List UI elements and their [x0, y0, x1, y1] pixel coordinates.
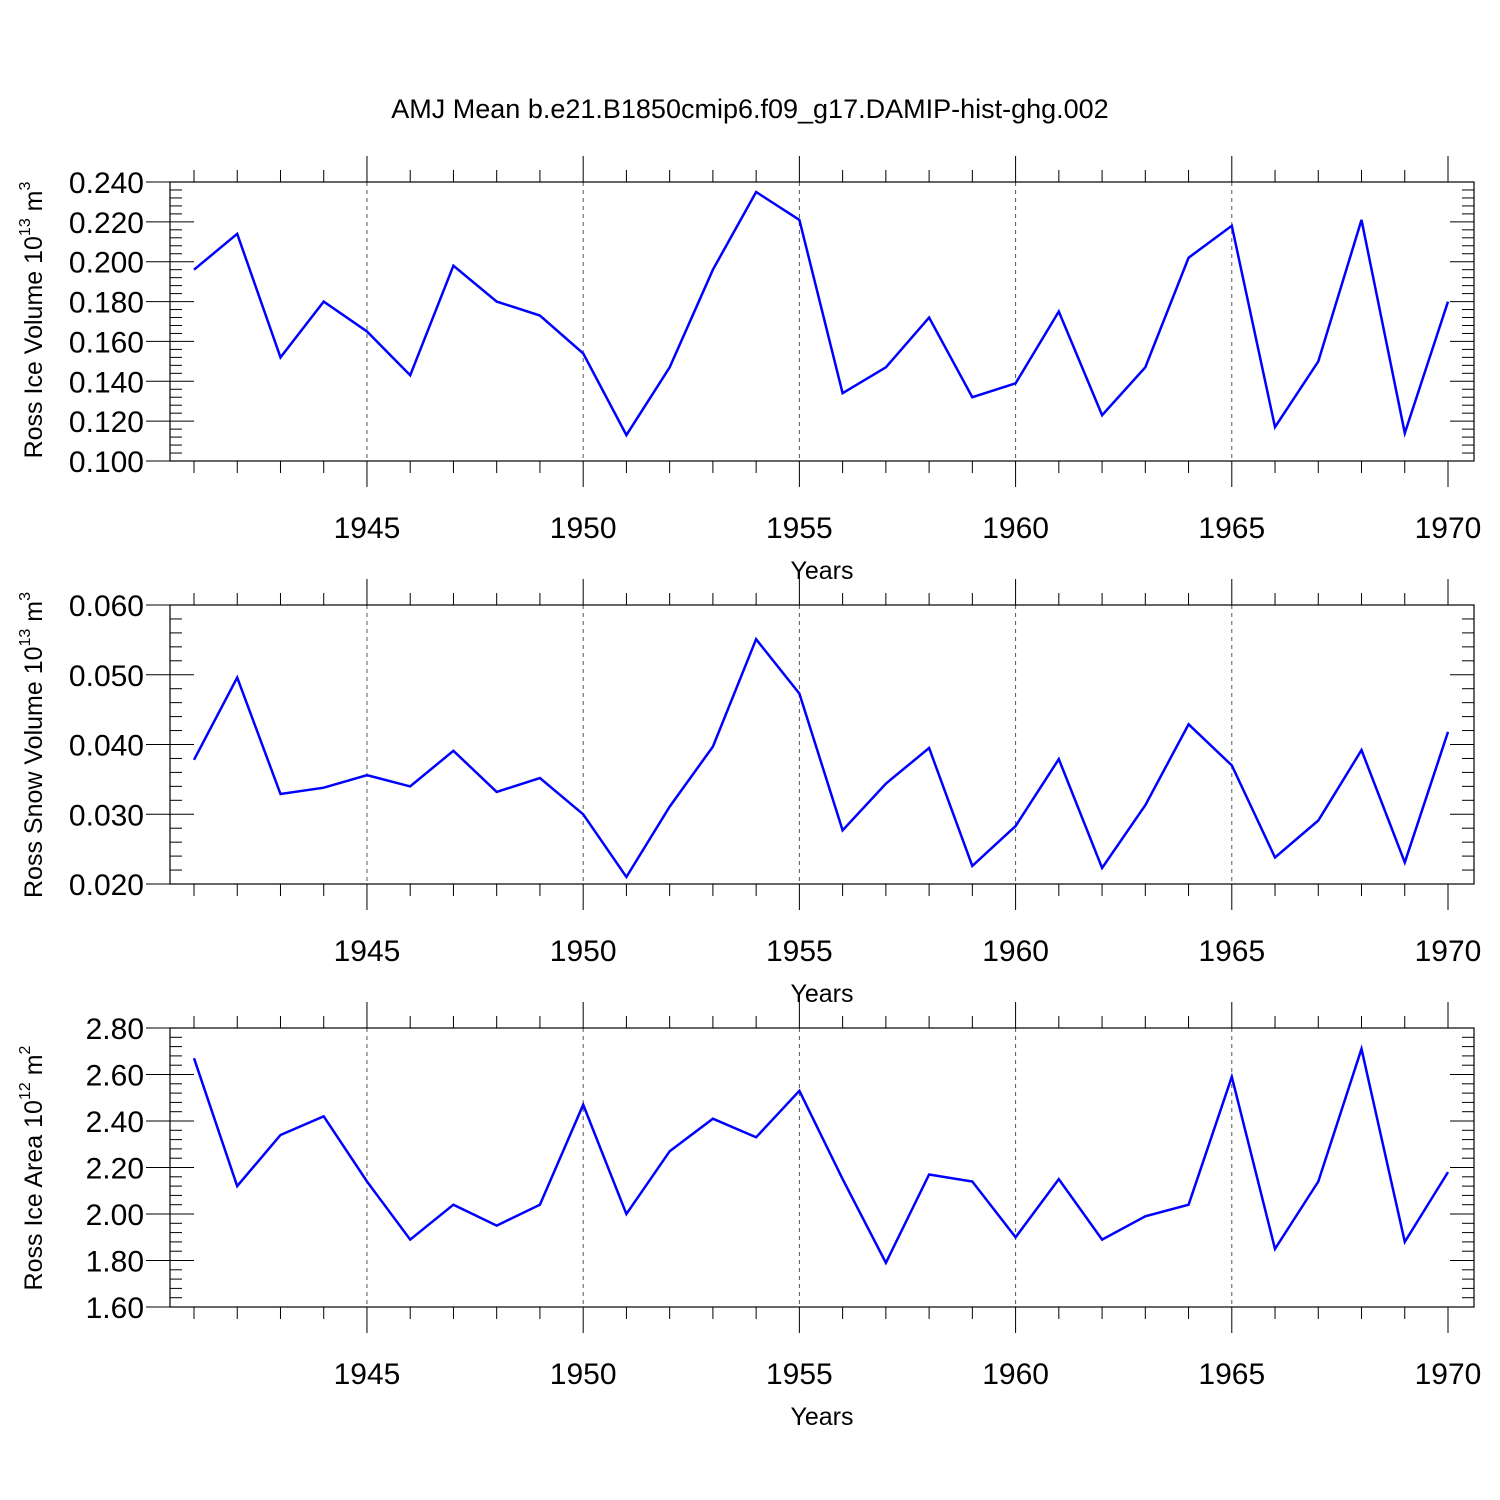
y-tick-label: 2.80	[86, 1013, 144, 1046]
y-tick-label: 0.180	[69, 287, 144, 320]
series-line	[192, 636, 1450, 880]
y-tick-label: 0.050	[69, 660, 144, 693]
y-tick-label: 0.240	[69, 167, 144, 200]
panel-1: 0.100 0.120 0.140 0.160 0.180 0.200 0.220 0.240…	[17, 156, 1481, 585]
y-tick-label: 0.200	[69, 247, 144, 280]
x-tick-label: 1955	[766, 935, 833, 968]
x-tick-label: 1960	[982, 512, 1049, 545]
y-tick-label: 1.80	[86, 1246, 144, 1279]
x-tick-label: 1965	[1198, 1358, 1265, 1391]
panel-3: 1.60 1.80 2.00 2.20 2.40 2.60 2.80 1945 1950 1955…	[17, 1002, 1481, 1431]
x-tick-label: 1965	[1198, 935, 1265, 968]
x-tick-label: 1945	[334, 512, 401, 545]
y-tick-label: 0.020	[69, 869, 144, 902]
panel-2: 0.020 0.030 0.040 0.050 0.060 1945 1950 1955 196…	[17, 579, 1481, 1008]
y-axis-label: Ross Snow Volume 1013 m3	[17, 592, 48, 898]
x-tick-label: 1955	[766, 512, 833, 545]
x-tick-label: 1955	[766, 1358, 833, 1391]
x-tick-label: 1960	[982, 1358, 1049, 1391]
x-tick-label: 1950	[550, 935, 617, 968]
x-tick-label: 1945	[334, 1358, 401, 1391]
y-axis-label: Ross Ice Area 1012 m2	[17, 1045, 48, 1290]
x-tick-label: 1970	[1415, 512, 1482, 545]
y-tick-label: 0.100	[69, 446, 144, 479]
x-tick-label: 1960	[982, 935, 1049, 968]
x-tick-label: 1950	[550, 1358, 617, 1391]
x-axis-label: Years	[790, 1403, 853, 1431]
series-line	[193, 190, 1450, 438]
y-axis-label: Ross Ice Volume 1013 m3	[17, 181, 48, 458]
x-tick-label: 1945	[334, 935, 401, 968]
y-tick-label: 2.20	[86, 1153, 144, 1186]
figure-title: AMJ Mean b.e21.B1850cmip6.f09_g17.DAMIP-…	[391, 94, 1108, 124]
x-tick-label: 1970	[1415, 935, 1482, 968]
y-tick-label: 0.030	[69, 799, 144, 832]
x-tick-label: 1970	[1415, 1358, 1482, 1391]
y-tick-label: 2.40	[86, 1106, 144, 1139]
x-tick-label: 1950	[550, 512, 617, 545]
y-tick-label: 0.160	[69, 326, 144, 359]
x-tick-label: 1965	[1198, 512, 1265, 545]
x-axis-label: Years	[790, 557, 853, 585]
panels: 0.100 0.120 0.140 0.160 0.180 0.200 0.220 0.240…	[17, 156, 1481, 1431]
plot-frame	[169, 1027, 1475, 1308]
x-axis-label: Years	[790, 980, 853, 1008]
y-tick-label: 1.60	[86, 1292, 144, 1325]
y-tick-label: 0.060	[69, 590, 144, 623]
plot-frame	[169, 604, 1475, 885]
y-tick-label: 2.60	[86, 1060, 144, 1093]
series-line	[192, 1044, 1450, 1266]
y-tick-label: 0.140	[69, 366, 144, 399]
y-tick-label: 0.040	[69, 730, 144, 763]
plot-frame	[169, 181, 1475, 462]
y-tick-label: 0.220	[69, 207, 144, 240]
y-tick-label: 0.120	[69, 406, 144, 439]
y-tick-label: 2.00	[86, 1199, 144, 1232]
